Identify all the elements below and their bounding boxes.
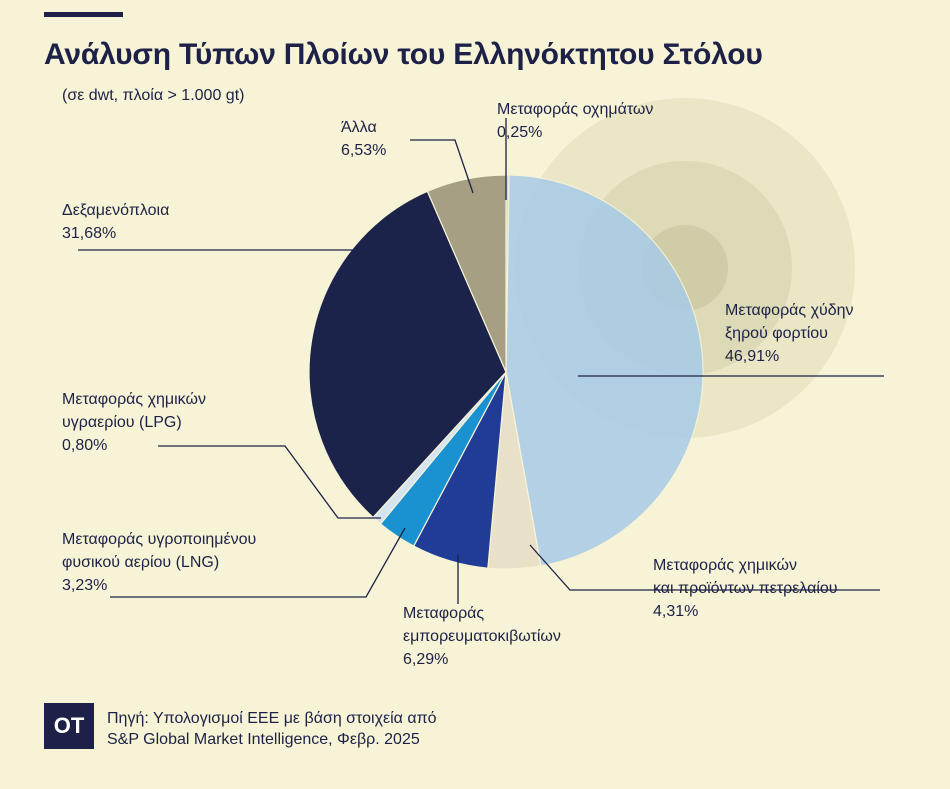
slice-label-6: Δεξαμενόπλοια [62, 202, 169, 219]
pie-slice-6 [308, 190, 507, 519]
source-note: Πηγή: Υπολογισμοί ΕΕΕ με βάση στοιχεία α… [107, 708, 437, 750]
pie-slices [308, 174, 704, 570]
slice-value-1: 46,91% [725, 348, 779, 365]
slice-labels: Μεταφοράς οχημάτων 0,25% Μεταφοράς χύδην ξη… [62, 101, 854, 668]
slice-label-7: Άλλα [341, 119, 377, 136]
slice-label-0: Μεταφοράς οχημάτων [497, 101, 653, 118]
slice-label-1: Μεταφοράς χύδην [725, 302, 854, 319]
leader-line-4 [110, 527, 406, 598]
slice-value-0: 0,25% [497, 124, 542, 141]
slice-label-3: Μεταφοράς [403, 605, 484, 622]
chart-subtitle: (σε dwt, πλοία > 1.000 gt) [62, 87, 245, 104]
top-accent-bar [44, 12, 123, 17]
leader-line-7 [410, 139, 474, 194]
slice-value-7: 6,53% [341, 142, 386, 159]
slice-value-5: 0,80% [62, 437, 107, 454]
slice-label-2: και προϊόντων πετρελαίου [653, 580, 838, 597]
slice-value-3: 6,29% [403, 651, 448, 668]
slice-label-3: εμπορευματοκιβωτίων [403, 628, 561, 645]
leader-line-5 [158, 445, 381, 519]
slice-label-4: Μεταφοράς υγροποιημένου [62, 531, 256, 548]
pie-slice-1 [505, 174, 704, 567]
leader-line-2 [529, 544, 880, 591]
slice-value-4: 3,23% [62, 577, 107, 594]
slice-label-5: Μεταφοράς χημικών [62, 391, 206, 408]
slice-value-6: 31,68% [62, 225, 116, 242]
source-line-2: S&P Global Market Intelligence, Φεβρ. 20… [107, 731, 420, 748]
chart-title: Ανάλυση Τύπων Πλοίων του Ελληνόκτητου Στ… [44, 38, 763, 71]
ot-logo: OT [44, 703, 94, 749]
slice-label-4: φυσικού αερίου (LNG) [62, 554, 219, 571]
slice-label-2: Μεταφοράς χημικών [653, 557, 797, 574]
leader-lines [78, 118, 884, 604]
source-line-1: Πηγή: Υπολογισμοί ΕΕΕ με βάση στοιχεία α… [107, 710, 437, 727]
slice-value-2: 4,31% [653, 603, 698, 620]
slice-label-1: ξηρού φορτίου [725, 325, 828, 342]
slice-label-5: υγραερίου (LPG) [62, 414, 182, 431]
